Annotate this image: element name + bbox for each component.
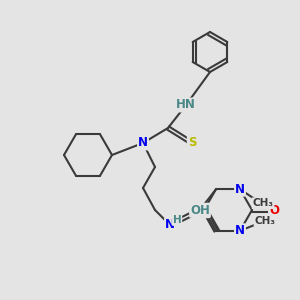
Text: OH: OH bbox=[190, 204, 210, 217]
Text: O: O bbox=[269, 203, 279, 217]
Text: S: S bbox=[188, 136, 196, 149]
Text: O: O bbox=[199, 204, 209, 217]
Text: H: H bbox=[172, 215, 182, 225]
Text: N: N bbox=[138, 136, 148, 149]
Text: CH₃: CH₃ bbox=[253, 198, 274, 208]
Text: HN: HN bbox=[176, 98, 196, 112]
Text: N: N bbox=[165, 218, 175, 232]
Text: N: N bbox=[235, 183, 245, 196]
Text: CH₃: CH₃ bbox=[254, 216, 275, 226]
Text: N: N bbox=[235, 224, 245, 237]
